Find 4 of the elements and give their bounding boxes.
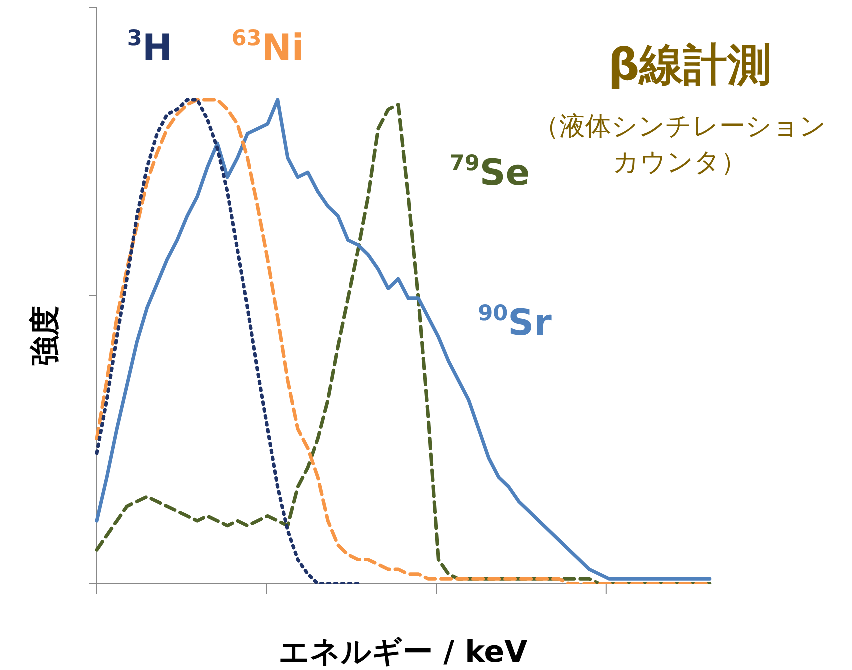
y-axis-title: 強度 <box>28 306 63 366</box>
text: （液体シンチレーションカウンタ） <box>534 112 826 178</box>
x-axis-title: エネルギー / keV <box>279 635 529 670</box>
chart-title: β線計測 <box>608 40 772 91</box>
